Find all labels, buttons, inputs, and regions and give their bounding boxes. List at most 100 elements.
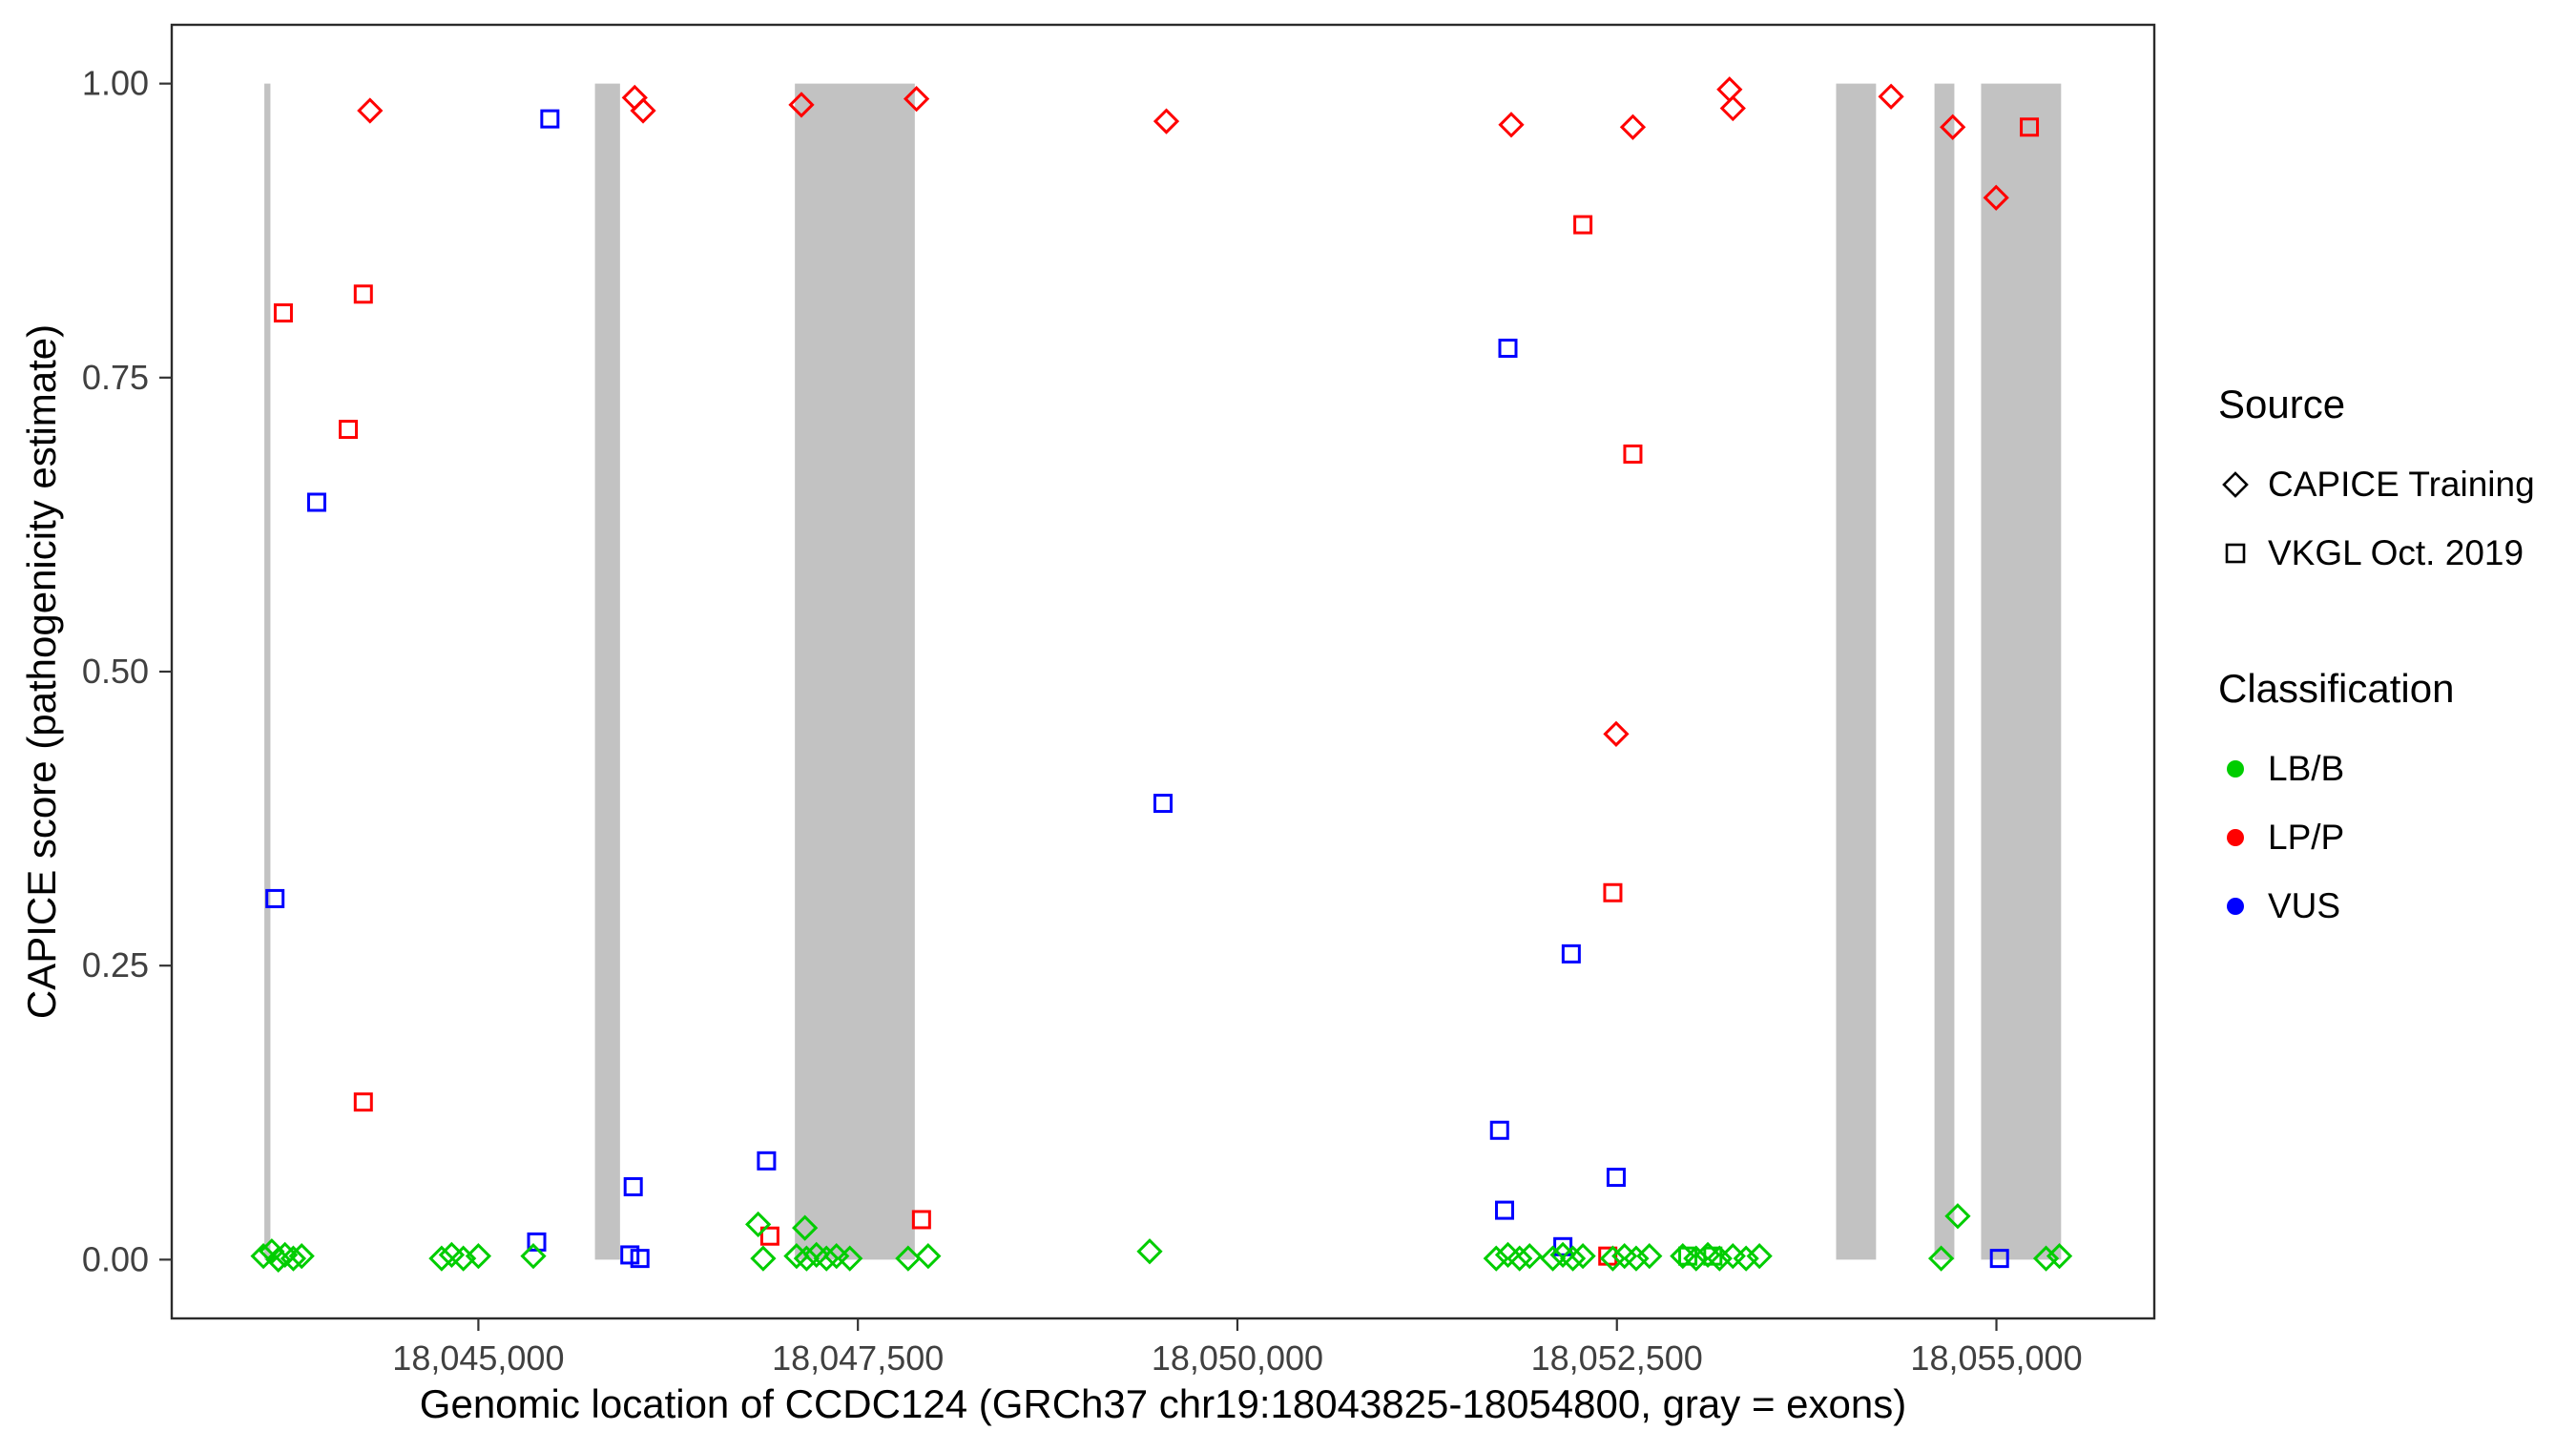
data-point-diamond bbox=[465, 1243, 492, 1270]
data-point-diamond bbox=[813, 1245, 840, 1272]
data-point-diamond bbox=[1569, 1243, 1596, 1270]
data-point-diamond bbox=[428, 1245, 455, 1272]
x-axis-title: Genomic location of CCDC124 (GRCh37 chr1… bbox=[419, 1381, 1907, 1426]
data-point-diamond bbox=[272, 1241, 299, 1269]
data-point-square bbox=[339, 420, 359, 440]
exon-band bbox=[1981, 83, 2062, 1260]
data-point-diamond bbox=[903, 86, 930, 113]
y-tick-label: 1.00 bbox=[82, 64, 149, 103]
data-point-square bbox=[540, 109, 560, 129]
data-point-diamond bbox=[1619, 114, 1647, 140]
data-point-diamond bbox=[1494, 1241, 1522, 1269]
data-point-square bbox=[2020, 117, 2040, 137]
data-point-diamond bbox=[1623, 1245, 1650, 1272]
data-point-diamond bbox=[750, 1245, 777, 1272]
y-tick-label: 0.00 bbox=[82, 1239, 149, 1278]
legend-item-vkgl: VKGL Oct. 2019 bbox=[2218, 519, 2571, 588]
data-point-square bbox=[1553, 1236, 1573, 1256]
data-point-square bbox=[1678, 1246, 1698, 1266]
legend-label-capice-training: CAPICE Training bbox=[2268, 465, 2535, 504]
data-point-diamond bbox=[1940, 114, 1966, 140]
y-tick-label: 0.25 bbox=[82, 945, 149, 985]
exon-band bbox=[795, 83, 915, 1260]
data-point-square bbox=[1989, 1249, 2009, 1269]
data-point-diamond bbox=[1483, 1245, 1509, 1272]
exon-band bbox=[264, 83, 271, 1260]
data-point-square bbox=[353, 284, 373, 304]
legend-item-capice-training: CAPICE Training bbox=[2218, 450, 2571, 519]
legend-item-vus: VUS bbox=[2218, 872, 2571, 941]
data-point-diamond bbox=[520, 1243, 547, 1270]
green-dot-icon bbox=[2227, 760, 2244, 778]
data-point-square bbox=[757, 1151, 777, 1171]
data-point-diamond bbox=[1599, 1245, 1627, 1272]
legend-group-source: Source CAPICE Training VKGL Oct. 2019 bbox=[2218, 382, 2571, 588]
data-point-diamond bbox=[793, 1245, 821, 1272]
data-point-diamond bbox=[745, 1211, 772, 1238]
blue-dot-icon bbox=[2227, 898, 2244, 915]
data-point-diamond bbox=[1153, 108, 1180, 135]
data-point-diamond bbox=[1636, 1243, 1663, 1270]
x-tick-label: 18,052,500 bbox=[1531, 1338, 1703, 1378]
data-point-square bbox=[1153, 794, 1173, 814]
data-point-square bbox=[353, 1092, 373, 1112]
data-point-diamond bbox=[1716, 76, 1743, 103]
data-point-diamond bbox=[1539, 1245, 1567, 1272]
data-point-square bbox=[759, 1226, 779, 1246]
data-point-square bbox=[1498, 339, 1518, 358]
legend-item-lbb: LB/B bbox=[2218, 735, 2571, 803]
open-diamond-icon bbox=[2218, 467, 2253, 502]
data-point-diamond bbox=[837, 1245, 863, 1272]
data-point-diamond bbox=[1878, 83, 1904, 110]
data-point-diamond bbox=[1516, 1243, 1543, 1270]
data-point-diamond bbox=[250, 1243, 277, 1270]
data-point-square bbox=[630, 1249, 650, 1269]
legend-label-vkgl: VKGL Oct. 2019 bbox=[2268, 533, 2524, 572]
data-point-square bbox=[265, 888, 285, 908]
data-point-diamond bbox=[1706, 1245, 1733, 1272]
legend-label-lpp: LP/P bbox=[2268, 818, 2345, 857]
legend: Source CAPICE Training VKGL Oct. 2019 Cl… bbox=[2218, 382, 2571, 941]
legend-label-vus: VUS bbox=[2268, 886, 2341, 925]
data-point-diamond bbox=[1733, 1245, 1759, 1272]
legend-label-lbb: LB/B bbox=[2268, 749, 2345, 788]
data-point-diamond bbox=[357, 97, 384, 124]
x-tick-label: 18,055,000 bbox=[1910, 1338, 2082, 1378]
x-tick-label: 18,045,000 bbox=[392, 1338, 564, 1378]
x-tick-label: 18,047,500 bbox=[772, 1338, 944, 1378]
data-point-diamond bbox=[1603, 720, 1630, 747]
data-point-diamond bbox=[1719, 94, 1746, 122]
y-axis-title: CAPICE score (pathogenicity estimate) bbox=[19, 323, 64, 1020]
data-point-square bbox=[1606, 1168, 1626, 1188]
red-dot-icon bbox=[2227, 829, 2244, 846]
data-point-diamond bbox=[621, 84, 648, 112]
data-point-diamond bbox=[783, 1243, 810, 1270]
x-tick-label: 18,050,000 bbox=[1152, 1338, 1323, 1378]
data-point-diamond bbox=[1983, 184, 2009, 211]
data-point-diamond bbox=[630, 97, 656, 124]
data-point-square bbox=[1573, 215, 1593, 235]
y-tick-label: 0.50 bbox=[82, 652, 149, 691]
exon-band bbox=[594, 83, 620, 1260]
data-point-diamond bbox=[2046, 1243, 2073, 1270]
exon-band bbox=[1934, 83, 1955, 1260]
data-point-square bbox=[620, 1245, 640, 1265]
data-point-diamond bbox=[1136, 1238, 1163, 1265]
data-point-diamond bbox=[280, 1245, 307, 1272]
data-point-square bbox=[1495, 1200, 1515, 1220]
data-point-square bbox=[1623, 444, 1643, 464]
data-point-square bbox=[1561, 944, 1581, 964]
exon-band bbox=[1836, 83, 1877, 1260]
data-point-square bbox=[911, 1210, 931, 1230]
data-point-diamond bbox=[1944, 1203, 1971, 1230]
data-point-square bbox=[306, 492, 326, 512]
data-point-diamond bbox=[788, 92, 815, 118]
legend-group-classification: Classification LB/B LP/P VUS bbox=[2218, 666, 2571, 941]
data-point-diamond bbox=[1498, 112, 1525, 138]
data-point-square bbox=[1489, 1120, 1509, 1140]
data-point-square bbox=[623, 1176, 643, 1196]
open-square-icon bbox=[2218, 536, 2253, 570]
legend-item-lpp: LP/P bbox=[2218, 803, 2571, 872]
data-point-diamond bbox=[1746, 1243, 1773, 1270]
